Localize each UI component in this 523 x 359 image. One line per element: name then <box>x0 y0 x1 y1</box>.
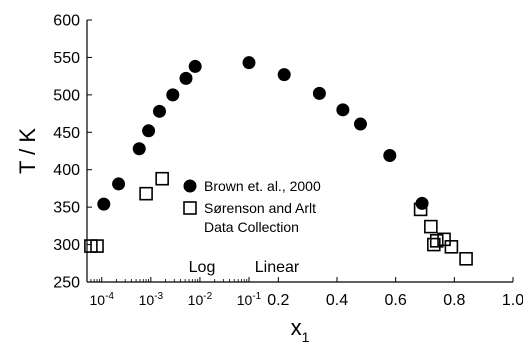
data-point-brown <box>188 59 202 73</box>
data-point-brown <box>179 71 193 85</box>
data-point-sorenson <box>437 232 451 247</box>
data-point-sorenson <box>139 186 153 201</box>
x-axis-title-subscript: 1 <box>302 329 310 345</box>
y-tick-label: 550 <box>53 50 80 67</box>
data-point-brown <box>242 56 256 70</box>
y-tick-label: 450 <box>53 125 80 142</box>
x-tick-label: 1.0 <box>502 292 523 309</box>
data-point-sorenson <box>429 234 444 248</box>
data-point-brown <box>166 88 180 102</box>
legend-marker-circle <box>183 179 197 193</box>
y-tick-label: 300 <box>53 237 80 254</box>
y-tick-label: 500 <box>53 87 80 104</box>
data-point-brown <box>152 104 166 118</box>
data-point-brown <box>353 117 367 131</box>
x-tick-label: 10-4 <box>90 291 115 308</box>
data-point-brown <box>312 86 326 100</box>
data-point-sorenson <box>90 239 104 253</box>
data-point-brown <box>142 124 156 138</box>
y-tick-label: 250 <box>53 275 80 292</box>
legend: Brown et. al., 2000 Sørenson and Arlt Data… <box>183 178 321 235</box>
legend-label: Data Collection <box>204 219 299 235</box>
x-axis-title: x1 <box>291 315 310 345</box>
axis-labels: Log Linear T / K x1 <box>15 128 310 345</box>
data-point-brown <box>383 148 397 162</box>
legend-label: Sørenson and Arlt <box>204 200 316 216</box>
axes <box>86 20 513 283</box>
data-point-sorenson <box>444 240 459 254</box>
y-tick-label: 350 <box>53 200 80 217</box>
x-tick-label: 10-2 <box>188 291 213 308</box>
x-tick-label: 10-3 <box>139 291 164 308</box>
y-tick-label: 400 <box>53 162 80 179</box>
data-point-brown <box>97 197 111 211</box>
data-point-sorenson <box>424 219 438 234</box>
data-marks <box>84 56 473 266</box>
data-point-brown <box>132 142 146 156</box>
y-tick-label: 600 <box>53 13 80 30</box>
data-point-sorenson <box>459 251 473 266</box>
data-point-sorenson <box>413 202 428 217</box>
ticks: 250 300 350 400 450 500 550 600 10-4 10-3 10-2 10-1… <box>53 13 523 310</box>
data-point-sorenson <box>155 171 169 186</box>
x-tick-label: 0.2 <box>267 292 289 309</box>
data-point-brown <box>112 177 126 191</box>
segment-label-linear: Linear <box>255 259 300 276</box>
y-axis-title: T / K <box>15 128 40 174</box>
x-tick-label: 10-1 <box>237 291 262 308</box>
x-tick-label: 0.6 <box>385 292 407 309</box>
x-tick-label: 0.8 <box>443 292 465 309</box>
segment-label-log: Log <box>189 259 216 276</box>
data-point-brown <box>277 68 291 82</box>
legend-marker-square <box>183 201 197 215</box>
data-point-brown <box>336 103 350 117</box>
legend-label: Brown et. al., 2000 <box>204 178 321 194</box>
x-tick-label: 0.4 <box>326 292 348 309</box>
